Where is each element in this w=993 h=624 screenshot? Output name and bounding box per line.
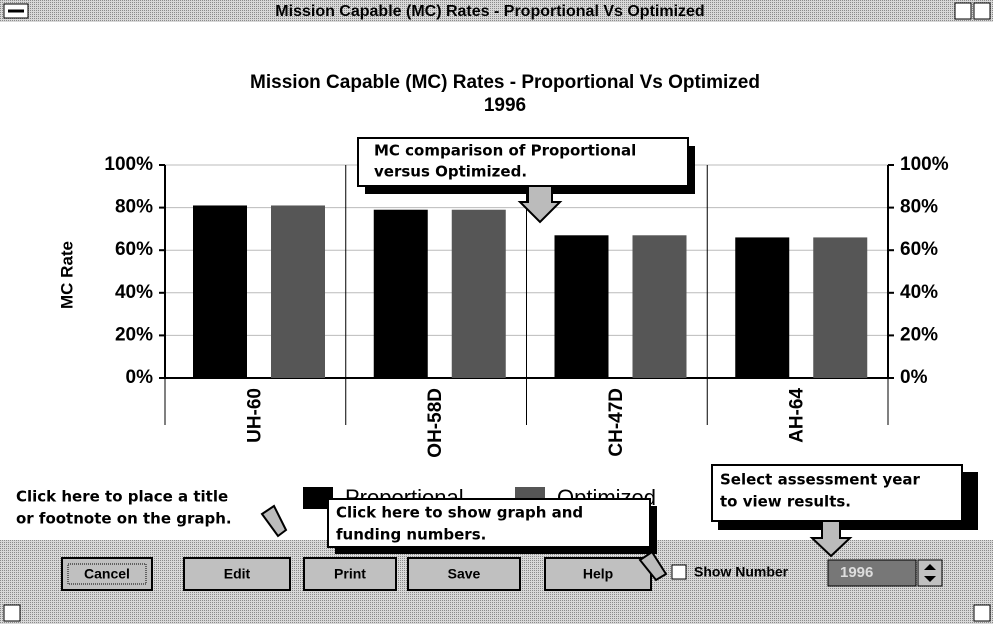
button-label: Edit [224,566,251,582]
callout-text: to view results. [720,493,851,511]
bar [193,205,247,378]
x-tick-label: OH-58D [425,388,446,458]
window-title: Mission Capable (MC) Rates - Proportiona… [275,3,704,20]
help-button[interactable]: Help [544,557,652,591]
callout: MC comparison of Proportional versus Opt… [357,137,695,224]
bar [451,209,506,378]
callout-text: Click here to show graph and [336,504,583,522]
year-spinner[interactable] [917,559,943,587]
legend-swatch [303,487,333,509]
callout-text: or footnote on the graph. [16,510,232,528]
scroll-left[interactable] [3,604,21,622]
y2-tick-label: 60% [900,239,938,260]
y2-tick-label: 0% [900,367,928,388]
print-button[interactable]: Print [303,557,397,591]
y-tick-label: 20% [115,324,153,345]
y2-tick-label: 80% [900,197,938,218]
scrollbar[interactable] [0,602,993,624]
show-number-checkbox[interactable] [671,564,687,580]
callout: Select assessment year to view results. [711,464,978,558]
y-tick-label: 80% [115,197,153,218]
save-button[interactable]: Save [407,557,521,591]
y-tick-label: 100% [104,154,153,175]
y2-tick-label: 40% [900,282,938,303]
title-bar [0,0,993,22]
callout-text: MC comparison of Proportional [374,142,636,160]
button-label: Cancel [84,566,130,582]
year-value: 1996 [840,564,873,581]
y-tick-label: 0% [126,367,154,388]
year-field[interactable] [827,559,917,587]
chart-title: Mission Capable (MC) Rates - Proportiona… [250,72,760,93]
minimize-button[interactable] [954,2,972,20]
y-tick-label: 40% [115,282,153,303]
bar [373,209,428,378]
scroll-right[interactable] [973,604,991,622]
bar [813,237,868,378]
edit-button[interactable]: Edit [183,557,291,591]
y-axis-label: MC Rate [57,241,76,309]
bar [632,235,687,378]
plot: 0% 20% 40% 60% 80% 100% 0% 20% 40% 60% 80% 100% UH-6… [104,154,948,510]
callout-text: funding numbers. [336,526,486,544]
x-tick-label: CH-47D [606,388,627,457]
callout-text: Click here to place a title [16,488,228,506]
button-label: Help [583,566,613,582]
chart-subtitle: 1996 [484,95,526,116]
bar [271,205,325,378]
x-tick-label: AH-64 [787,388,808,443]
button-label: Save [448,566,481,582]
y-tick-label: 60% [115,239,153,260]
callout-text: versus Optimized. [374,163,527,181]
checkbox-label: Show Number [694,564,789,580]
y2-tick-label: 20% [900,324,938,345]
maximize-button[interactable] [973,2,991,20]
cancel-button[interactable]: Cancel [61,557,153,591]
bar [554,235,609,378]
callout: Click here to show graph and funding num… [327,498,668,582]
button-label: Print [334,566,366,582]
callout: Click here to place a title or footnote … [10,484,288,538]
callout-text: Select assessment year [720,471,921,489]
x-tick-label: UH-60 [244,388,265,443]
bar [735,237,790,378]
y2-tick-label: 100% [900,154,949,175]
